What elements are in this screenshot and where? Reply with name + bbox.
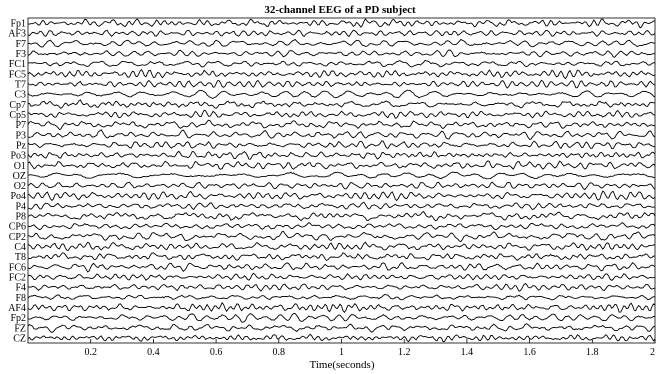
plot-frame xyxy=(27,17,656,344)
eeg-trace-fp1 xyxy=(27,18,656,29)
eeg-trace-fp2 xyxy=(27,313,656,323)
eeg-trace-cp6 xyxy=(27,222,656,231)
channel-label: FZ xyxy=(14,323,26,334)
eeg-trace-af3 xyxy=(27,29,656,38)
channel-label: FC5 xyxy=(9,69,26,80)
channel-label: Fp1 xyxy=(10,19,26,30)
channel-label: P4 xyxy=(15,201,26,212)
x-axis-ticks: 0.2 0.4 0.6 0.8 1 1.2 1.4 1.6 1.8 2 xyxy=(84,339,656,358)
channel-label: F7 xyxy=(15,39,26,50)
channel-label: FC1 xyxy=(9,59,26,70)
eeg-trace-pz xyxy=(27,140,656,150)
chart-title: 32-channel EEG of a PD subject xyxy=(264,4,416,16)
channel-label: P8 xyxy=(15,212,26,223)
channel-label: Po4 xyxy=(10,191,26,202)
x-tick-label: 1.2 xyxy=(398,347,411,358)
x-tick-label: 0.6 xyxy=(210,347,223,358)
channel-label: CP6 xyxy=(9,222,26,233)
channel-label: Pz xyxy=(16,140,27,151)
channel-label: F3 xyxy=(15,49,26,60)
channel-label: CP2 xyxy=(9,232,26,243)
channel-label: OZ xyxy=(13,171,26,182)
eeg-trace-fc2 xyxy=(27,272,656,281)
eeg-trace-p4 xyxy=(27,201,656,211)
channel-label: C3 xyxy=(14,90,26,101)
eeg-trace-c4 xyxy=(27,241,656,251)
channel-label: T7 xyxy=(15,80,26,91)
eeg-trace-f3 xyxy=(27,49,656,58)
x-tick-label: 0.8 xyxy=(273,347,286,358)
eeg-trace-fz xyxy=(27,323,656,334)
eeg-trace-f4 xyxy=(27,283,656,292)
channel-label: AF4 xyxy=(8,303,26,314)
channel-label: FC2 xyxy=(9,272,26,283)
channel-label: F8 xyxy=(15,293,26,304)
channel-label: P7 xyxy=(15,120,26,131)
x-tick-label: 0.2 xyxy=(84,347,97,358)
channel-label: AF3 xyxy=(8,29,26,40)
x-tick-label: 1.6 xyxy=(523,347,536,358)
eeg-traces xyxy=(27,18,656,343)
eeg-trace-cp2 xyxy=(27,230,656,243)
eeg-trace-f8 xyxy=(27,294,656,301)
eeg-trace-f7 xyxy=(27,38,656,48)
eeg-trace-oz xyxy=(27,171,656,180)
eeg-trace-p8 xyxy=(27,211,656,222)
channel-label: Cp5 xyxy=(9,110,26,121)
eeg-trace-cp5 xyxy=(27,109,656,119)
channel-label: O1 xyxy=(14,161,26,172)
channel-label: Fp2 xyxy=(10,313,26,324)
x-tick-label: 1.8 xyxy=(586,347,599,358)
eeg-trace-po3 xyxy=(27,150,656,160)
eeg-trace-o2 xyxy=(27,181,656,191)
eeg-trace-p3 xyxy=(27,129,656,140)
eeg-trace-o1 xyxy=(27,160,656,170)
eeg-trace-cz xyxy=(27,333,656,343)
channel-label: T8 xyxy=(15,252,26,263)
channel-label: O2 xyxy=(14,181,26,192)
x-tick-label: 1.4 xyxy=(461,347,474,358)
x-tick-label: 2 xyxy=(650,347,655,358)
eeg-trace-po4 xyxy=(27,190,656,202)
eeg-trace-cp7 xyxy=(27,99,655,110)
channel-label: F4 xyxy=(15,283,26,294)
x-tick-label: 1 xyxy=(339,347,344,358)
eeg-trace-p7 xyxy=(27,119,656,131)
channel-label: FC6 xyxy=(9,262,26,273)
channel-labels: Fp1AF3F7F3FC1FC5T7C3Cp7Cp5P7P3PzPo3O1OZO… xyxy=(8,19,26,345)
channel-label: P3 xyxy=(15,130,26,141)
eeg-trace-t7 xyxy=(27,79,656,89)
eeg-trace-fc6 xyxy=(27,261,656,273)
eeg-trace-t8 xyxy=(27,252,655,262)
eeg-trace-af4 xyxy=(27,301,656,314)
eeg-trace-c3 xyxy=(27,89,656,99)
eeg-trace-fc1 xyxy=(28,59,656,68)
x-axis-label: Time(seconds) xyxy=(310,359,375,371)
channel-label: C4 xyxy=(14,242,26,253)
channel-label: CZ xyxy=(13,333,26,344)
channel-label: Po3 xyxy=(10,151,26,162)
x-tick-label: 0.4 xyxy=(147,347,160,358)
eeg-trace-fc5 xyxy=(27,68,656,80)
channel-label: Cp7 xyxy=(9,100,26,111)
